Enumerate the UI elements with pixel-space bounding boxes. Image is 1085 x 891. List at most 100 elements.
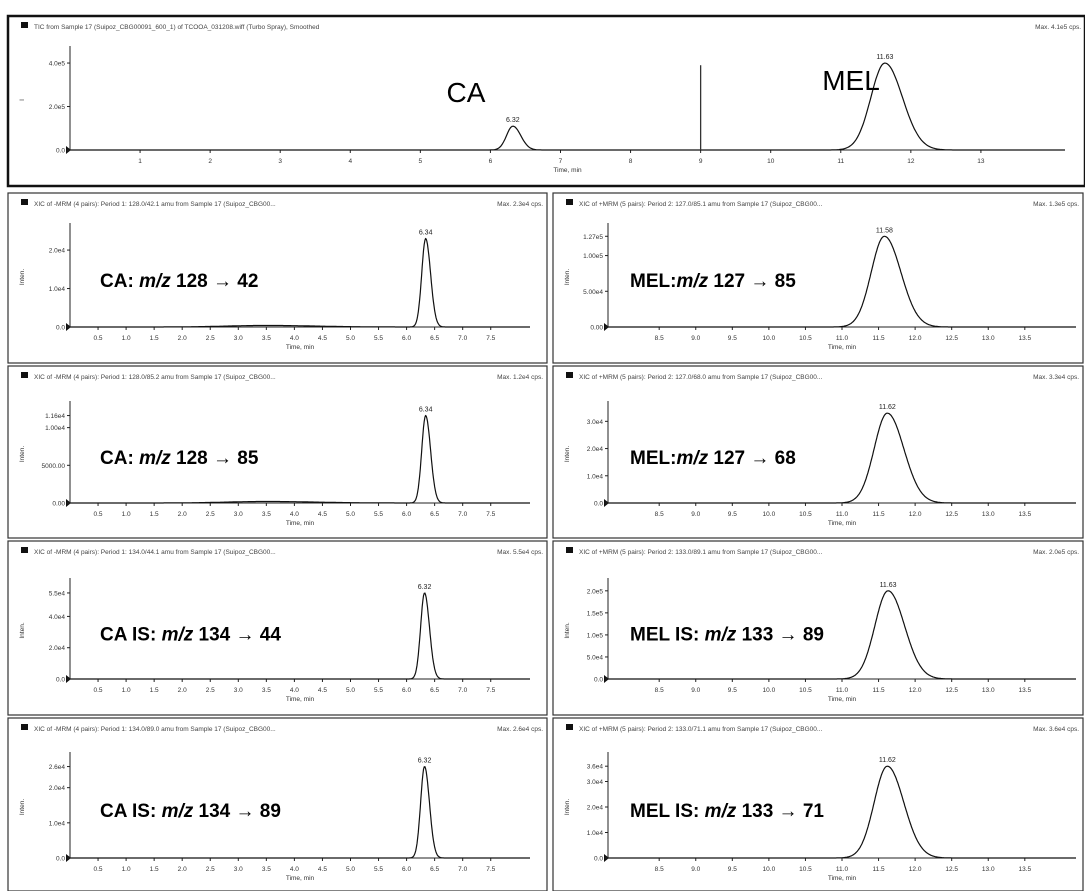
x-tick-label: 12.0 <box>909 511 922 518</box>
y-tick-label: 3.0e4 <box>587 779 604 786</box>
y-tick-label: 0.0 <box>594 677 603 684</box>
y-tick-label: 4.0e4 <box>49 614 66 621</box>
chromatogram-trace <box>70 237 530 328</box>
y-tick-label: 5.5e4 <box>49 590 66 597</box>
panel-frame <box>7 717 548 891</box>
x-tick-label: 2.5 <box>206 687 215 694</box>
x-tick-label: 13.0 <box>982 335 995 342</box>
x-tick-label: 11.5 <box>872 335 885 342</box>
chromatogram-panel-mel2: XIC of +MRM (5 pairs): Period 2: 127.0/6… <box>552 365 1084 539</box>
x-tick-label: 3.5 <box>262 335 271 342</box>
x-tick-label: 8.5 <box>655 511 664 518</box>
x-tick-label: 12.5 <box>945 335 958 342</box>
y-tick-label: 2.0e4 <box>49 248 66 255</box>
y-tick-label: 1.5e5 <box>587 610 604 617</box>
x-tick-label: 2.0 <box>178 511 187 518</box>
x-tick-label: 5.0 <box>346 866 355 873</box>
peak-rt-label: 11.63 <box>880 582 897 589</box>
x-axis-label: Time, min <box>828 875 857 882</box>
x-axis-label: Time, min <box>828 696 857 703</box>
x-tick-label: 2.5 <box>206 335 215 342</box>
x-tick-label: 3.5 <box>262 866 271 873</box>
panel-marker-icon <box>21 372 28 378</box>
y-tick-label: 3.0e4 <box>587 419 604 426</box>
x-tick-label: 13.0 <box>982 511 995 518</box>
peak-rt-label: 6.34 <box>419 407 433 414</box>
y-tick-label: 5000.00 <box>42 463 66 470</box>
transition-mz: m/z <box>162 801 194 822</box>
transition-label: CA: m/z 128 → 42 <box>100 271 258 292</box>
chromatogram-panel-mel1: XIC of +MRM (5 pairs): Period 2: 127.0/8… <box>552 192 1084 364</box>
y-tick-label: 1.00e5 <box>583 253 603 260</box>
x-tick-label: 9.0 <box>691 511 700 518</box>
panel-marker-icon <box>566 547 573 553</box>
x-tick-label: 11.0 <box>836 866 849 873</box>
peak-rt-label: 11.62 <box>879 404 896 411</box>
chromatogram-panel-tic: TIC from Sample 17 (Suipoz_CBG00091_600_… <box>6 14 1085 188</box>
panel-marker-icon <box>566 372 573 378</box>
x-tick-label: 6 <box>489 158 493 165</box>
x-axis-label: Time, min <box>286 875 315 882</box>
transition-mz: m/z <box>676 271 708 292</box>
y-tick-label: 2.0e4 <box>587 805 604 812</box>
transition-prefix: MEL: <box>630 448 676 469</box>
peak-rt-label: 6.32 <box>418 584 432 591</box>
x-tick-label: 4.0 <box>290 866 299 873</box>
transition-mz: m/z <box>676 448 708 469</box>
x-axis-label: Time, min <box>286 520 315 527</box>
x-tick-label: 13.0 <box>982 866 995 873</box>
x-tick-label: 13.5 <box>1018 511 1031 518</box>
transition-text: 128 → 85 <box>171 448 259 469</box>
panel-header: XIC of -MRM (4 pairs): Period 1: 128.0/4… <box>34 201 276 208</box>
x-tick-label: 7.5 <box>486 687 495 694</box>
transition-label: CA: m/z 128 → 85 <box>100 448 259 469</box>
transition-prefix: MEL IS: <box>630 625 705 646</box>
panel-marker-icon <box>21 547 28 553</box>
x-tick-label: 1 <box>138 158 142 165</box>
x-tick-label: 12.5 <box>945 866 958 873</box>
x-axis-label: Time, min <box>286 344 315 351</box>
panel-frame <box>552 540 1084 716</box>
chromatogram-panel-ca3: XIC of -MRM (4 pairs): Period 1: 134.0/4… <box>7 540 548 716</box>
x-tick-label: 12.5 <box>945 687 958 694</box>
x-tick-label: 3.0 <box>234 687 243 694</box>
y-tick-label: 2.0e4 <box>587 446 604 453</box>
x-tick-label: 4.5 <box>318 687 327 694</box>
x-tick-label: 2.5 <box>206 511 215 518</box>
chromatogram-trace <box>608 765 1076 859</box>
y-tick-label: 0.0 <box>56 677 65 684</box>
transition-text: 128 → 42 <box>171 271 259 292</box>
x-tick-label: 5.0 <box>346 511 355 518</box>
peak-rt-label: 6.34 <box>419 230 433 237</box>
x-axis-label: Time, min <box>828 520 857 527</box>
chromatogram-trace <box>70 765 530 859</box>
y-tick-label: 3.6e4 <box>587 764 604 771</box>
max-intensity-label: Max. 5.5e4 cps. <box>497 549 543 556</box>
x-tick-label: 10.0 <box>763 511 776 518</box>
x-tick-label: 7.0 <box>458 335 467 342</box>
x-tick-label: 6.0 <box>402 866 411 873</box>
panel-marker-icon <box>21 724 28 730</box>
panel-frame <box>7 540 548 716</box>
y-tick-label: 1.0e4 <box>587 830 604 837</box>
panel-frame <box>552 365 1084 539</box>
x-tick-label: 11.5 <box>872 687 885 694</box>
x-tick-label: 3.5 <box>262 511 271 518</box>
panel-marker-icon <box>566 199 573 205</box>
x-tick-label: 1.0 <box>122 687 131 694</box>
panel-header: XIC of +MRM (5 pairs): Period 2: 133.0/8… <box>579 549 823 556</box>
x-tick-label: 13.5 <box>1018 866 1031 873</box>
x-tick-label: 2.0 <box>178 687 187 694</box>
x-axis-label: Time, min <box>828 344 857 351</box>
transition-text: 134 → 89 <box>193 801 281 822</box>
x-tick-label: 6.5 <box>430 511 439 518</box>
x-tick-label: 3.0 <box>234 511 243 518</box>
panel-frame <box>552 192 1084 364</box>
x-tick-label: 13.5 <box>1018 687 1031 694</box>
x-tick-label: 7.5 <box>486 866 495 873</box>
x-tick-label: 1.5 <box>150 511 159 518</box>
transition-prefix: MEL: <box>630 271 676 292</box>
x-tick-label: 5.0 <box>346 335 355 342</box>
x-tick-label: 3.0 <box>234 866 243 873</box>
x-tick-label: 5.5 <box>374 335 383 342</box>
